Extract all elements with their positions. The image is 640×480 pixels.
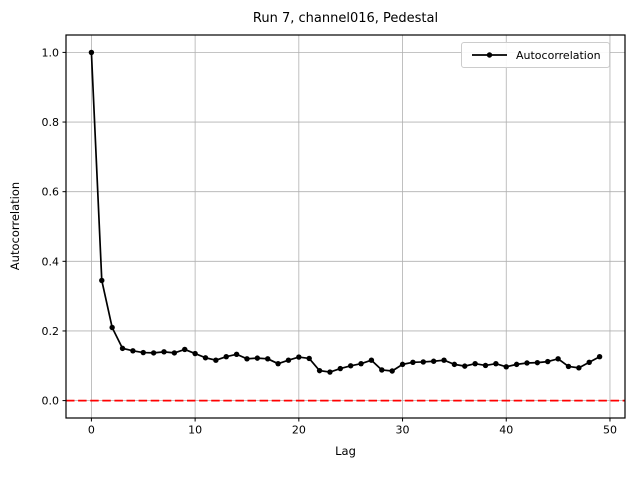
data-point: [513, 361, 520, 368]
data-point: [358, 360, 364, 367]
data-point: [285, 357, 292, 363]
data-point: [576, 365, 582, 371]
y-tick-label: 1.0: [42, 46, 60, 59]
chart-title: Run 7, channel016, Pedestal: [252, 11, 439, 26]
data-point: [327, 369, 333, 375]
data-point: [254, 355, 261, 361]
data-point: [306, 355, 312, 362]
data-point: [389, 368, 395, 374]
legend: Autocorrelation: [461, 42, 610, 68]
data-point: [265, 356, 271, 362]
x-tick-label: 0: [88, 424, 95, 437]
x-tick-label: 30: [396, 424, 410, 437]
data-point: [503, 364, 509, 370]
data-point: [140, 349, 146, 356]
data-point: [109, 324, 115, 331]
y-tick-label: 0.0: [42, 395, 60, 408]
data-point: [410, 359, 416, 365]
data-point: [430, 358, 437, 364]
data-point: [420, 359, 426, 365]
x-tick-label: 40: [499, 424, 513, 437]
data-point: [150, 350, 157, 356]
data-point: [555, 356, 561, 362]
data-point: [192, 350, 198, 357]
data-point: [182, 346, 188, 353]
legend-line-marker-icon: [472, 52, 507, 58]
data-point: [337, 365, 344, 372]
data-point: [119, 345, 126, 352]
x-axis-label: Lag: [335, 444, 356, 458]
data-point: [379, 367, 385, 373]
data-point: [545, 358, 551, 365]
data-point: [347, 363, 354, 369]
data-point: [462, 363, 468, 369]
data-point: [534, 359, 541, 366]
y-tick-label: 0.4: [42, 255, 60, 268]
plot-border: [65, 34, 626, 419]
data-point: [88, 49, 95, 56]
data-point: [296, 354, 302, 360]
data-point: [316, 367, 323, 374]
data-point: [399, 361, 406, 368]
data-point: [493, 360, 499, 367]
x-tick-label: 10: [188, 424, 202, 437]
data-point: [275, 360, 281, 367]
data-point: [171, 350, 178, 356]
data-point: [441, 357, 447, 363]
data-point: [586, 359, 592, 365]
x-tick-label: 20: [292, 424, 306, 437]
data-point: [565, 363, 572, 370]
data-point: [596, 354, 603, 360]
data-point: [482, 362, 489, 369]
data-point: [161, 349, 167, 355]
data-point: [472, 360, 478, 367]
y-tick-label: 0.2: [42, 325, 60, 338]
autocorrelation-line: [90, 52, 600, 373]
data-point: [244, 356, 250, 362]
x-tick-label: 50: [603, 424, 617, 437]
data-point: [99, 277, 105, 284]
y-axis-label: Autocorrelation: [8, 181, 22, 271]
y-tick-label: 0.6: [42, 186, 60, 199]
data-point: [202, 355, 209, 361]
data-point: [524, 360, 530, 366]
data-point: [451, 361, 458, 368]
data-point: [233, 351, 240, 357]
data-point: [223, 354, 229, 360]
y-tick-label: 0.8: [42, 116, 60, 129]
data-point: [213, 357, 219, 363]
data-point: [368, 357, 375, 363]
data-point: [130, 348, 136, 354]
legend-label: Autocorrelation: [516, 48, 601, 62]
